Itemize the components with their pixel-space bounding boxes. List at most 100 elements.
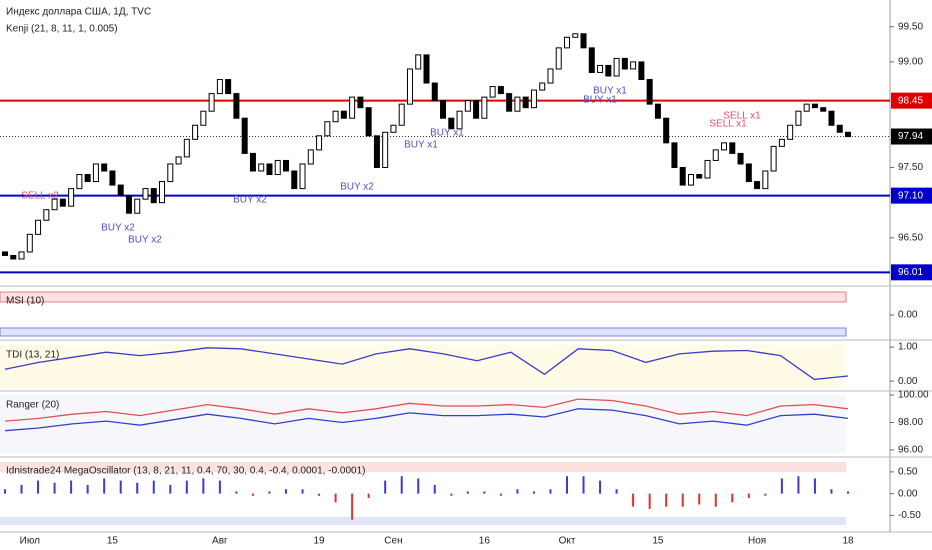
y-tick-label: 0.00 (898, 310, 918, 321)
candle (76, 174, 83, 190)
signal-label: BUY x1 (404, 140, 438, 151)
y-tick-label: 1.00 (898, 342, 918, 353)
candle (489, 86, 496, 98)
candle (35, 219, 42, 235)
candle (183, 138, 190, 158)
candle (26, 233, 33, 253)
histogram-bar (400, 476, 403, 494)
candle (613, 57, 620, 77)
candle (299, 163, 306, 190)
candle (721, 142, 728, 151)
histogram-bar (136, 482, 139, 494)
histogram-bar (417, 478, 420, 494)
band-high (0, 291, 847, 303)
candle (737, 152, 744, 165)
candle (423, 54, 430, 84)
candle (167, 163, 174, 183)
y-tick-label: 96.50 (898, 232, 923, 243)
histogram-bar (731, 493, 734, 503)
candle (134, 198, 141, 214)
candle (208, 93, 215, 112)
price-tag-label: 96.01 (898, 267, 923, 278)
price-tag-label: 98.45 (898, 95, 923, 106)
candle (588, 47, 595, 73)
histogram-bar (318, 493, 321, 496)
x-tick-label: Июл (20, 536, 40, 547)
histogram-bar (566, 476, 568, 494)
x-tick-label: Ноя (748, 536, 766, 547)
band-high (0, 462, 846, 472)
candle (836, 124, 843, 133)
price-tag (891, 264, 932, 281)
histogram-bar (37, 480, 40, 494)
y-tick-label: 0.00 (898, 376, 918, 387)
price-tag (891, 92, 932, 109)
histogram-bar (681, 493, 684, 507)
candle (125, 195, 132, 214)
candle (514, 96, 521, 112)
candle (555, 47, 562, 70)
candle (349, 96, 356, 119)
candle (820, 107, 827, 112)
y-tick-label: 100.00 (898, 390, 929, 401)
candle (192, 124, 199, 140)
candle (687, 174, 694, 186)
x-tick-label: 15 (652, 536, 664, 547)
candle (382, 131, 389, 168)
x-tick-label: Окт (559, 536, 576, 547)
signal-label: BUY x2 (340, 182, 374, 193)
histogram-bar (334, 493, 337, 503)
candle (274, 159, 281, 176)
candle (92, 163, 99, 183)
histogram-bar (830, 489, 833, 494)
candle (845, 131, 851, 138)
histogram-bar (235, 491, 238, 494)
histogram-bar (119, 480, 122, 494)
candle (109, 170, 116, 186)
candle (390, 124, 397, 133)
histogram-bar (301, 489, 304, 494)
candle (787, 124, 794, 140)
candle (547, 68, 554, 84)
candle (539, 82, 546, 91)
candle (564, 36, 570, 49)
candle (225, 79, 232, 95)
price-tag-label: 97.10 (898, 190, 923, 201)
price-tag (891, 128, 932, 145)
histogram-bar (698, 493, 701, 505)
histogram-bar (632, 493, 635, 507)
candle (795, 110, 802, 126)
indicator-title: Idnistrade24 MegaOscillator (13, 8, 21, … (6, 466, 365, 477)
histogram-bar (450, 493, 453, 496)
histogram-bar (20, 484, 23, 494)
candle (770, 145, 777, 172)
indicator-title: Kenji (21, 8, 11, 1, 0.005) (6, 24, 118, 35)
candle (803, 103, 810, 112)
candle (704, 159, 711, 179)
indicator-line (4, 347, 849, 381)
histogram-bar (53, 482, 56, 494)
histogram-bar (764, 493, 767, 496)
candle (754, 181, 761, 190)
candle (258, 163, 265, 172)
x-tick-label: 18 (842, 536, 854, 547)
histogram-bar (780, 478, 783, 494)
histogram-bar (70, 480, 73, 494)
candle (307, 149, 314, 165)
price-tag (891, 187, 932, 204)
candle (332, 110, 339, 123)
y-tick-label: 97.50 (898, 162, 923, 173)
candle (51, 198, 58, 211)
candle (316, 135, 323, 151)
histogram-bar (516, 489, 519, 494)
y-tick-label: 96.00 (898, 445, 923, 456)
indicator-title: TDI (13, 21) (6, 350, 59, 361)
candle (340, 110, 347, 119)
y-tick-label: 99.50 (898, 21, 923, 32)
band-low (0, 327, 847, 337)
candle (638, 61, 645, 81)
signal-label: BUY x1 (583, 95, 617, 106)
histogram-bar (367, 493, 370, 498)
histogram-bar (599, 480, 602, 494)
